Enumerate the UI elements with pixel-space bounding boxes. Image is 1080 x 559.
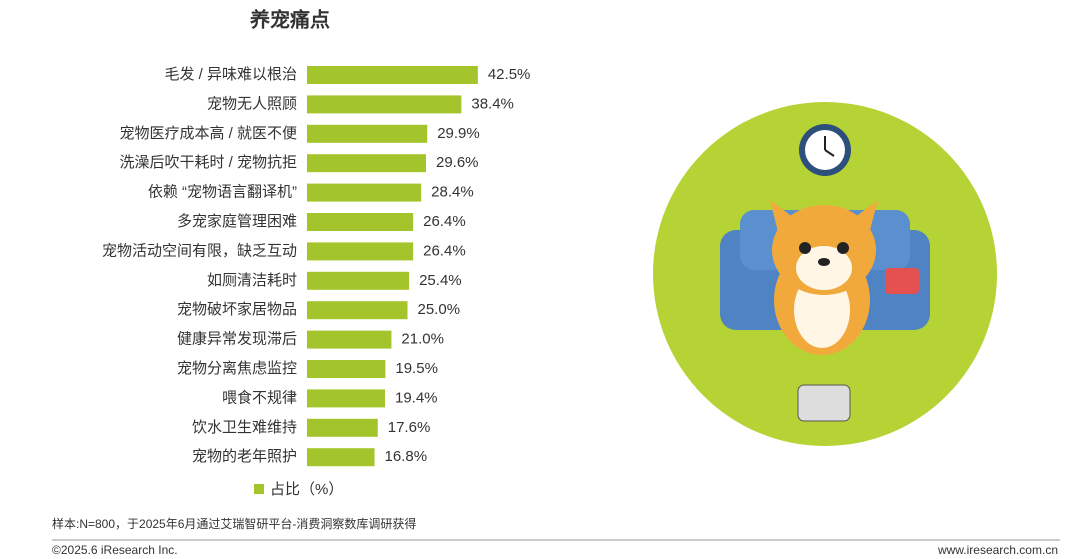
copyright: ©2025.6 iResearch Inc. [52, 543, 178, 557]
illustration [653, 102, 997, 446]
bar [307, 301, 408, 320]
bar [307, 124, 428, 143]
bar [307, 154, 426, 173]
value-label: 26.4% [423, 242, 466, 259]
website: www.iresearch.com.cn [937, 543, 1058, 557]
legend-swatch [254, 484, 264, 494]
bar [307, 271, 410, 290]
value-label: 25.4% [419, 272, 462, 289]
value-label: 29.9% [437, 125, 480, 142]
bar [307, 183, 422, 202]
category-label: 宠物医疗成本高 / 就医不便 [119, 125, 297, 142]
bar [307, 213, 414, 231]
category-label: 宠物活动空间有限，缺乏互动 [102, 242, 297, 259]
value-label: 38.4% [471, 95, 514, 112]
category-label: 饮水卫生难维持 [192, 419, 297, 436]
footnote: 样本:N=800，于2025年6月通过艾瑞智研平台-消费洞察数库调研获得 [52, 516, 416, 531]
category-label: 宠物无人照顾 [207, 95, 297, 112]
value-label: 42.5% [488, 66, 531, 83]
value-label: 29.6% [436, 154, 479, 171]
value-label: 25.0% [418, 301, 461, 318]
category-label: 洗澡后吹干耗时 / 宠物抗拒 [119, 154, 297, 171]
bar [307, 242, 414, 261]
category-label: 健康异常发现滞后 [177, 331, 297, 348]
legend-label: 占比（%） [270, 481, 343, 498]
category-label: 多宠家庭管理困难 [177, 213, 297, 230]
category-label: 喂食不规律 [222, 389, 297, 406]
bar [307, 418, 378, 437]
bar [307, 360, 386, 378]
value-label: 26.4% [423, 213, 466, 230]
bar [307, 66, 478, 84]
value-label: 17.6% [388, 419, 431, 436]
category-label: 宠物的老年照护 [192, 448, 297, 465]
value-label: 28.4% [431, 184, 474, 201]
category-label: 依赖 “宠物语言翻译机” [148, 184, 297, 201]
value-label: 19.5% [395, 360, 438, 377]
value-label: 21.0% [401, 331, 444, 348]
value-label: 16.8% [385, 448, 428, 465]
bar [307, 95, 462, 114]
chart-title: 养宠痛点 [249, 7, 330, 31]
category-label: 如厕清洁耗时 [207, 272, 297, 289]
value-label: 19.4% [395, 389, 438, 406]
category-label: 毛发 / 异味难以根治 [164, 66, 297, 83]
bar [307, 448, 375, 467]
category-label: 宠物分离焦虑监控 [177, 360, 297, 377]
bar [307, 330, 392, 349]
bar [307, 389, 385, 408]
category-label: 宠物破坏家居物品 [177, 301, 297, 318]
